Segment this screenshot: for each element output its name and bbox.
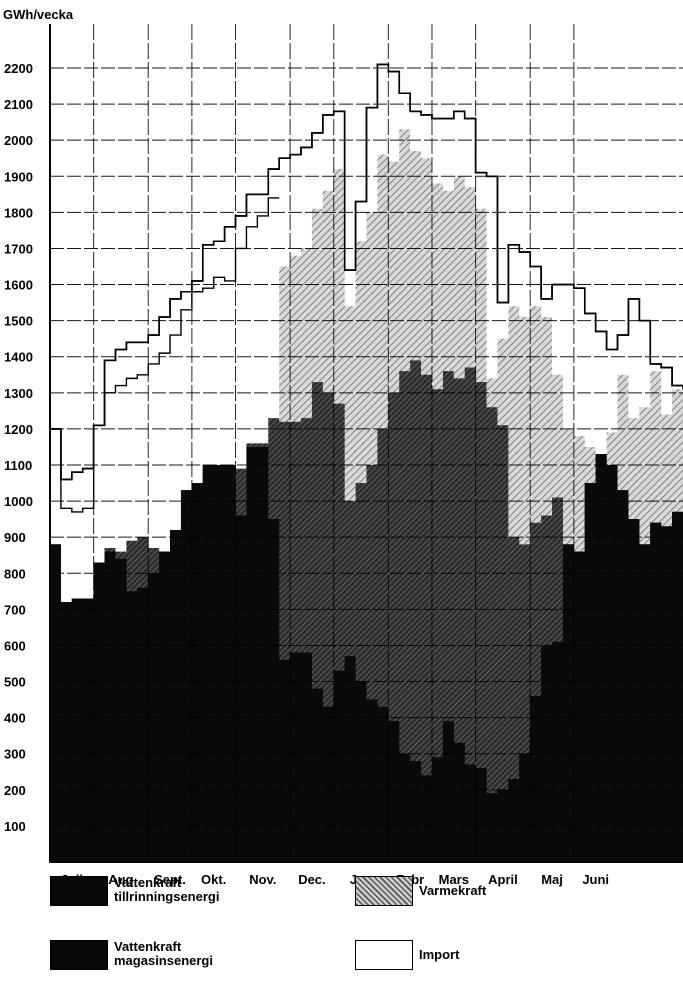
y-tick-label: 1700	[4, 241, 33, 256]
legend-label-line1: Vattenkraft	[114, 939, 182, 954]
y-tick-label: 1800	[4, 205, 33, 220]
y-tick-label: 300	[4, 747, 26, 762]
x-tick-label: Nov.	[249, 872, 276, 887]
series-area-tillrinning-top	[50, 446, 683, 862]
legend-swatch-hatched	[355, 876, 413, 906]
y-tick-label: 500	[4, 675, 26, 690]
legend-item-import: Import	[355, 940, 459, 970]
x-tick-label: Mars	[439, 872, 469, 887]
legend-label-line1: Vattenkraft	[114, 875, 182, 890]
legend-item-vattenkraft-magasin: Vattenkraft magasinsenergi	[50, 940, 213, 970]
y-tick-label: 1200	[4, 422, 33, 437]
y-tick-label: 2200	[4, 61, 33, 76]
y-tick-label: 400	[4, 711, 26, 726]
x-tick-label: April	[488, 872, 518, 887]
y-tick-label: 2000	[4, 133, 33, 148]
y-tick-label: 1600	[4, 278, 33, 293]
y-tick-label: 200	[4, 783, 26, 798]
import-outer-outline	[50, 63, 683, 481]
legend: Vattenkraft tillrinningsenergi Vattenkra…	[0, 868, 683, 993]
legend-swatch-black	[50, 876, 108, 906]
legend-label-line2: magasinsenergi	[114, 953, 213, 968]
x-tick-label: Dec.	[298, 872, 325, 887]
y-tick-label: 900	[4, 530, 26, 545]
x-tick-label: Aug	[108, 872, 133, 887]
legend-item-varmekraft: Varmekraft	[355, 876, 486, 906]
y-tick-label: 700	[4, 602, 26, 617]
x-tick-label: Juni	[582, 872, 609, 887]
legend-swatch-black	[50, 940, 108, 970]
y-tick-label: 800	[4, 566, 26, 581]
y-tick-label: 1100	[4, 458, 32, 473]
legend-swatch-white	[355, 940, 413, 970]
y-tick-label: 1000	[4, 494, 33, 509]
x-tick-label: Maj	[541, 872, 563, 887]
y-tick-label: 600	[4, 638, 26, 653]
y-tick-label: 1300	[4, 386, 33, 401]
y-tick-label: 1400	[4, 350, 33, 365]
y-tick-label: 1900	[4, 169, 33, 184]
y-axis-unit-label: GWh/vecka	[3, 7, 74, 22]
y-tick-label: 100	[4, 819, 26, 834]
energy-chart: 100 200 300 400 500 600 700 800 900 1000 1100 1200 1…	[3, 7, 683, 887]
legend-label: Varmekraft	[419, 883, 487, 898]
x-tick-label: Okt.	[201, 872, 226, 887]
legend-label-line2: tillrinningsenergi	[114, 889, 220, 904]
x-tick-label: Sept.	[154, 872, 186, 887]
y-tick-label: 1500	[4, 314, 33, 329]
legend-item-vattenkraft-tillrinning: Vattenkraft tillrinningsenergi	[50, 876, 219, 906]
legend-label: Import	[419, 947, 460, 962]
y-tick-label: 2100	[4, 97, 33, 112]
